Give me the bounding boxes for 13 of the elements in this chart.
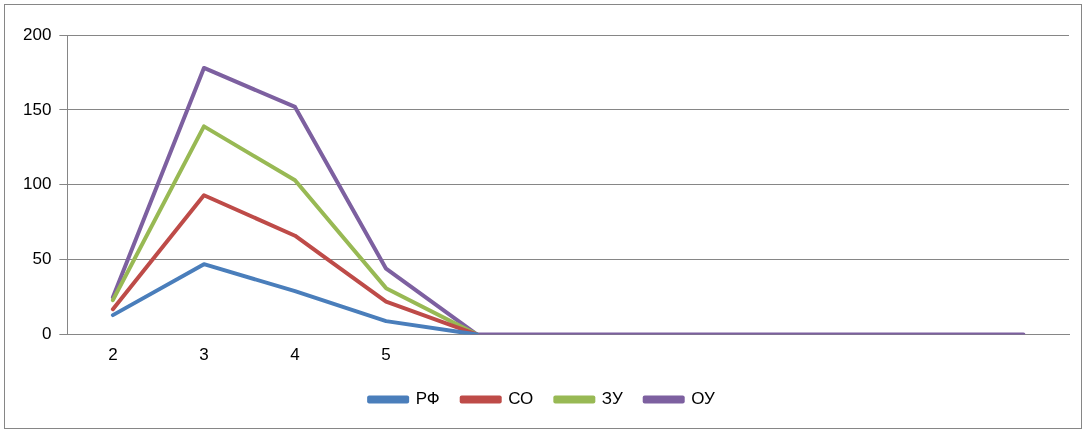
legend-label: РФ (415, 389, 440, 409)
y-tick-label: 50 (32, 249, 52, 269)
y-tick-label: 150 (22, 99, 52, 119)
x-tick-label: 3 (199, 345, 209, 365)
x-tick-label: 4 (290, 345, 300, 365)
legend-label: ОУ (691, 389, 716, 409)
y-tick-label: 100 (22, 174, 52, 194)
legend-label: СО (508, 389, 534, 409)
x-tick-label: 2 (108, 345, 118, 365)
x-tick-label: 5 (381, 345, 391, 365)
y-tick-label: 200 (22, 24, 52, 44)
legend-label: ЗУ (601, 389, 623, 409)
y-tick-label: 0 (41, 324, 52, 344)
